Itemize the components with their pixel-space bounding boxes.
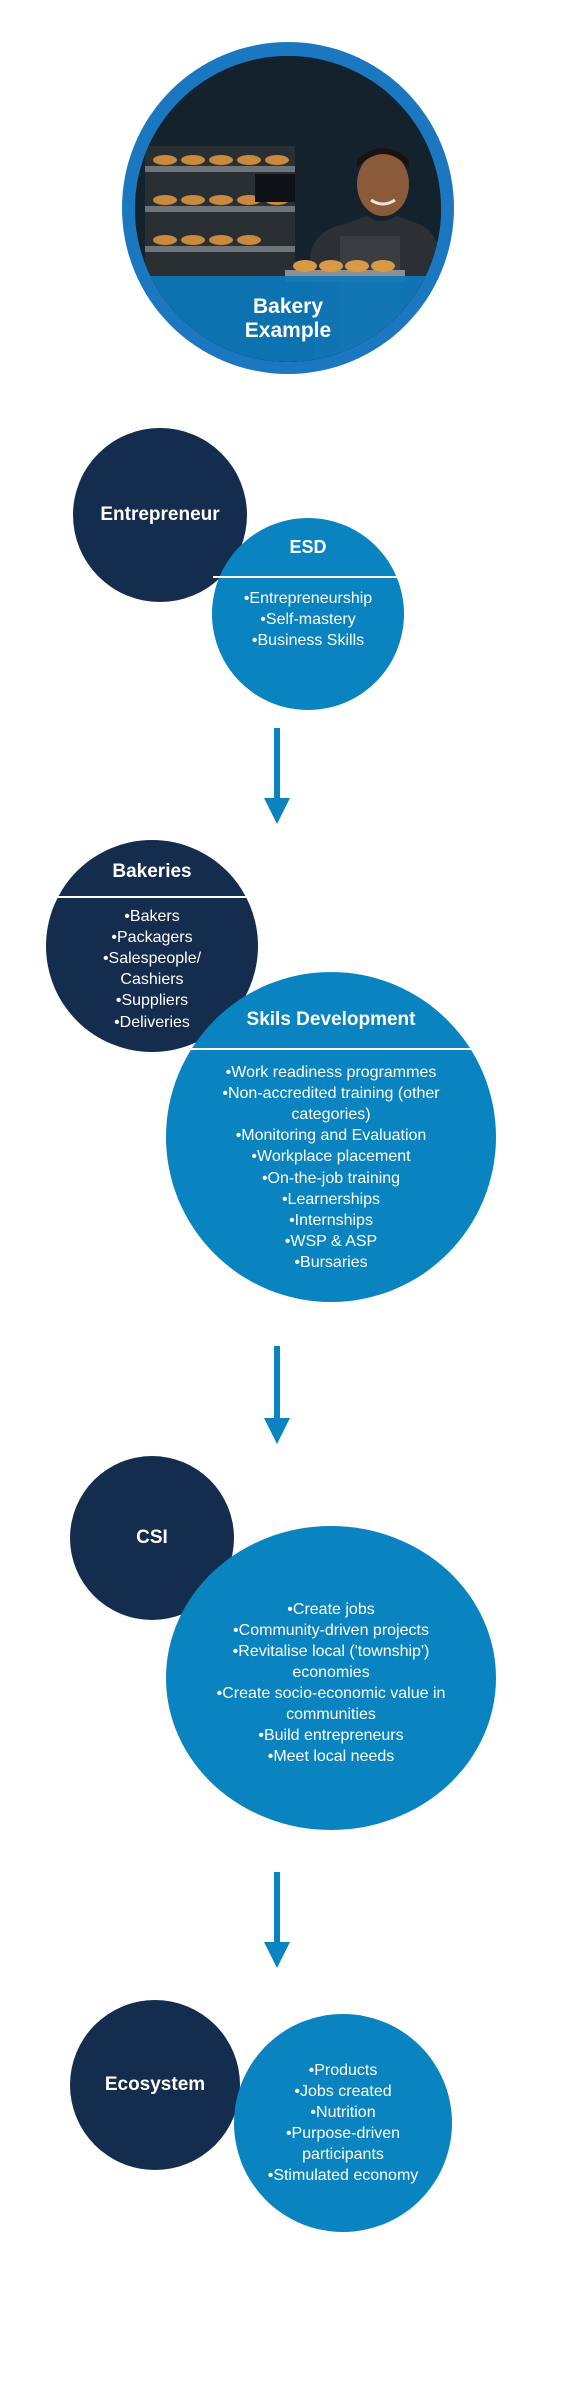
hero-label-line1: Bakery	[252, 295, 324, 318]
csi-title: CSI	[136, 1527, 168, 1548]
list-item: Stimulated economy	[263, 2165, 423, 2186]
esd-divider	[213, 576, 403, 578]
list-item: Suppliers	[77, 990, 227, 1011]
list-item: Self-mastery	[244, 609, 372, 630]
esd-title: ESD	[289, 537, 327, 557]
list-item: Work readiness programmes	[186, 1062, 476, 1083]
list-item: Community-driven projects	[196, 1620, 466, 1641]
csi-circle: CSI	[70, 1456, 234, 1620]
list-item: Meet local needs	[196, 1746, 466, 1767]
list-item: Business Skills	[244, 630, 372, 651]
esd-list: Entrepreneurship Self-mastery Business S…	[244, 588, 372, 651]
list-item: Internships	[186, 1210, 476, 1231]
list-item: Monitoring and Evaluation	[186, 1125, 476, 1146]
csi-list: Create jobs Community-driven projects Re…	[196, 1599, 466, 1768]
ecosystem-title: Ecosystem	[104, 2074, 206, 2095]
ecosystem-list: Products Jobs created Nutrition Purpose-…	[263, 2060, 423, 2187]
list-item: Build entrepreneurs	[196, 1725, 466, 1746]
down-arrow-icon	[264, 1872, 290, 1968]
bakeries-list: Bakers Packagers Salespeople/ Cashiers S…	[77, 906, 227, 1033]
list-item: Jobs created	[263, 2081, 423, 2102]
skills-development-circle: Skils Development Work readiness program…	[166, 972, 496, 1302]
down-arrow-icon	[264, 1346, 290, 1444]
list-item: Bursaries	[186, 1252, 476, 1273]
ecosystem-details-circle: Products Jobs created Nutrition Purpose-…	[234, 2014, 452, 2232]
list-item: Packagers	[77, 927, 227, 948]
hero-image: Bakery Example	[135, 56, 441, 362]
list-item: Entrepreneurship	[244, 588, 372, 609]
entrepreneur-title: Entrepreneur	[100, 504, 220, 525]
esd-circle: ESD Entrepreneurship Self-mastery Busine…	[212, 518, 404, 710]
list-item: Revitalise local ('township') economies	[196, 1641, 466, 1683]
skills-development-list: Work readiness programmes Non-accredited…	[186, 1062, 476, 1273]
skills-development-title: Skils Development	[246, 1009, 416, 1030]
bakeries-divider	[46, 896, 258, 898]
down-arrow-icon	[264, 728, 290, 824]
entrepreneur-circle: Entrepreneur	[73, 428, 247, 602]
list-item: Nutrition	[263, 2102, 423, 2123]
ecosystem-circle: Ecosystem	[70, 2000, 240, 2170]
list-item: Create jobs	[196, 1599, 466, 1620]
list-item: WSP & ASP	[186, 1231, 476, 1252]
list-item: Purpose-driven participants	[263, 2123, 423, 2165]
list-item: Workplace placement	[186, 1146, 476, 1167]
skills-development-divider	[181, 1048, 481, 1050]
list-item: Salespeople/ Cashiers	[77, 948, 227, 990]
list-item: On-the-job training	[186, 1168, 476, 1189]
list-item: Learnerships	[186, 1189, 476, 1210]
list-item: Create socio-economic value in communiti…	[196, 1683, 466, 1725]
hero-label: Bakery Example	[135, 276, 441, 362]
csi-details-circle: Create jobs Community-driven projects Re…	[166, 1526, 496, 1830]
list-item: Bakers	[77, 906, 227, 927]
bakeries-title: Bakeries	[112, 861, 192, 882]
hero-label-line2: Example	[244, 319, 332, 342]
list-item: Non-accredited training (other categorie…	[186, 1083, 476, 1125]
list-item: Products	[263, 2060, 423, 2081]
list-item: Deliveries	[77, 1012, 227, 1033]
